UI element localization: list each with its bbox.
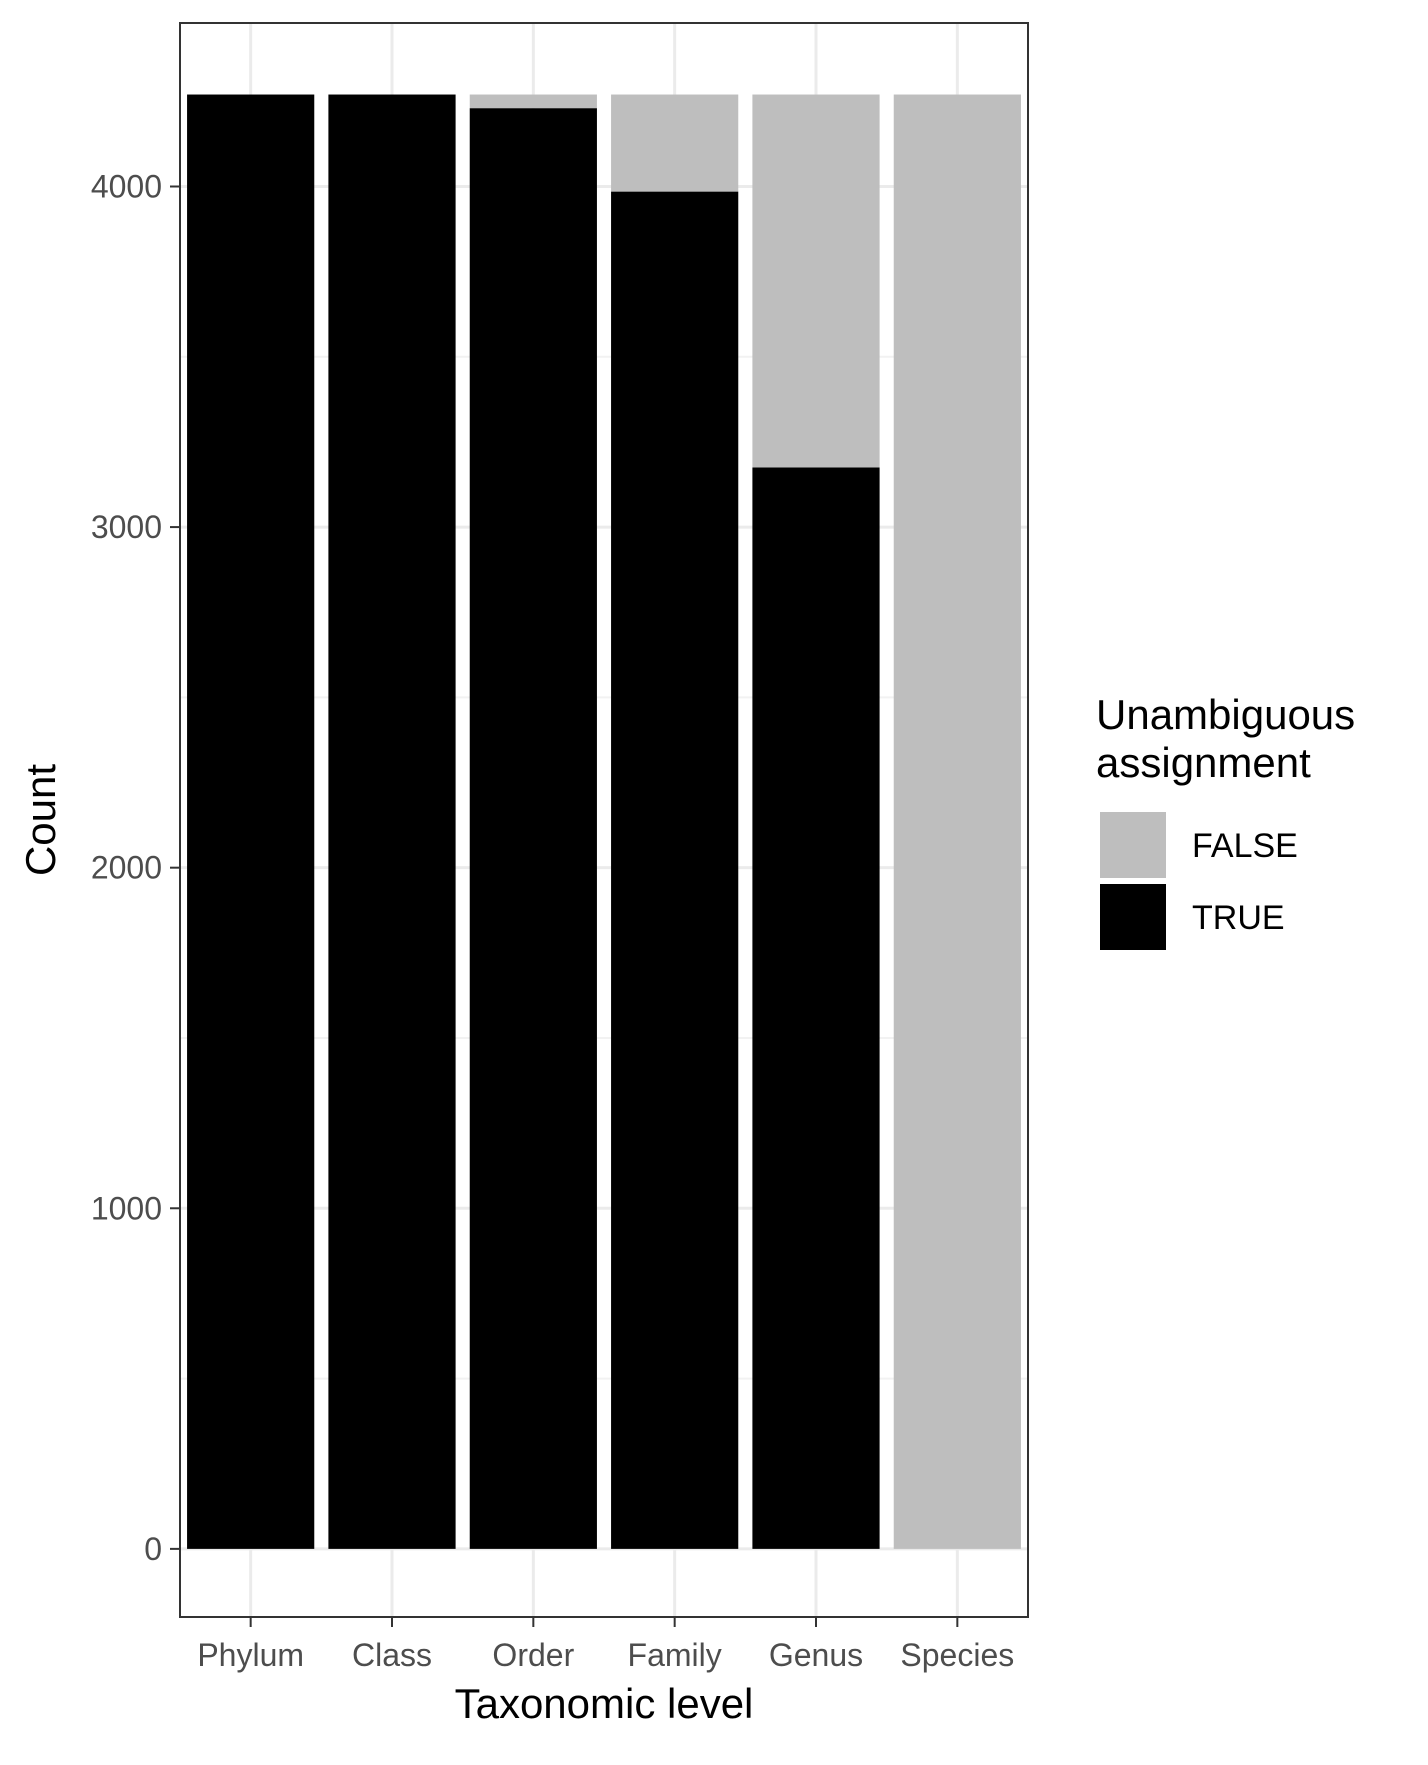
y-tick-label: 2000 <box>91 850 162 886</box>
x-axis-ticks: Phylum Class Order Family Genus Species <box>197 1617 1014 1673</box>
x-tick-label-species: Species <box>900 1637 1014 1673</box>
plot-panel-border <box>179 22 1029 1618</box>
x-tick-label-family: Family <box>628 1637 722 1673</box>
legend-title-line-2: assignment <box>1096 739 1311 786</box>
bar-family-false <box>611 94 739 192</box>
bar-family-true <box>611 191 739 1549</box>
bar-order-true <box>469 108 597 1549</box>
legend-label-false: FALSE <box>1192 827 1298 865</box>
y-tick-label: 4000 <box>91 168 162 204</box>
x-tick-label-genus: Genus <box>769 1637 863 1673</box>
x-axis-title: Taxonomic level <box>455 1680 754 1727</box>
bar-species-false <box>893 94 1021 1549</box>
bar-genus-true <box>752 467 880 1549</box>
grid-minor <box>180 355 1028 1380</box>
y-tick-label: 0 <box>144 1531 162 1567</box>
legend: Unambiguous assignment FALSE TRUE <box>1096 691 1355 950</box>
x-tick-label-class: Class <box>352 1637 432 1673</box>
bar-class-true <box>328 94 456 1549</box>
bars <box>187 94 1021 1549</box>
legend-entries: FALSE TRUE <box>1100 812 1298 950</box>
bar-genus-false <box>752 94 880 468</box>
legend-label-true: TRUE <box>1192 899 1285 937</box>
bar-phylum-true <box>187 94 315 1549</box>
x-tick-label-order: Order <box>492 1637 574 1673</box>
y-tick-label: 3000 <box>91 509 162 545</box>
plot-panel-background <box>180 23 1028 1617</box>
legend-title-line-1: Unambiguous <box>1096 691 1355 738</box>
y-axis-ticks: 0 1000 2000 3000 4000 <box>91 168 180 1567</box>
legend-key-false <box>1100 812 1166 878</box>
bar-order-false <box>469 94 597 109</box>
legend-key-true <box>1100 884 1166 950</box>
y-axis-title: Count <box>17 764 64 876</box>
y-tick-label: 1000 <box>91 1190 162 1226</box>
x-tick-label-phylum: Phylum <box>197 1637 304 1673</box>
